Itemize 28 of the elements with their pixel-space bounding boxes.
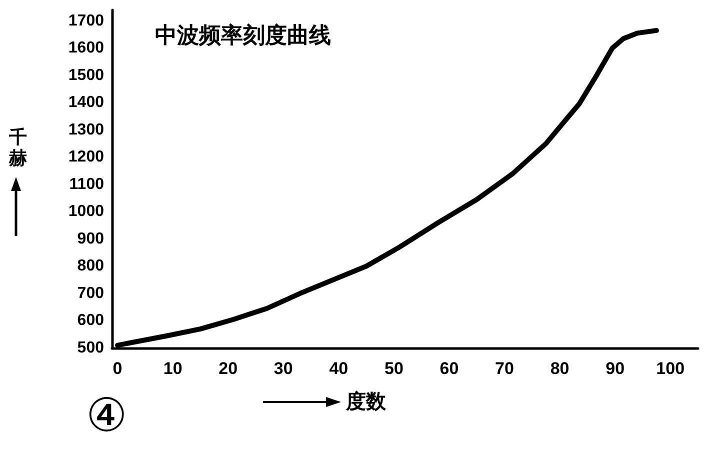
y-tick-label: 1700 [68,12,104,30]
x-tick-label: 100 [656,359,685,378]
y-tick-label: 1400 [68,94,104,112]
y-tick-label: 700 [77,284,104,302]
y-axis-title: 千赫 [8,127,28,170]
y-tick-label: 600 [77,312,104,330]
x-tick-label: 60 [440,359,459,378]
x-tick-label: 80 [550,359,570,378]
y-tick-label: 1500 [68,66,104,84]
y-tick-label: 1000 [68,203,104,220]
text: 中波频率刻度曲线 [155,22,331,48]
x-tick-label: 0 [112,359,122,378]
x-axis-title: 度数 [346,389,386,413]
y-tick-label: 1300 [68,121,104,138]
y-tick-label: 900 [77,230,104,248]
y-tick-label: 1100 [69,176,104,193]
x-tick-label: 30 [274,359,293,378]
x-tick-label: 20 [218,359,238,378]
text: ④ [86,388,128,442]
y-tick-label: 1600 [68,40,104,57]
x-tick-label: 50 [384,359,404,378]
x-tick-label: 40 [329,359,348,378]
x-tick-label: 70 [495,359,514,378]
x-tick-label: 90 [606,359,625,378]
y-tick-label: 1200 [68,148,104,166]
y-tick-label: 500 [77,340,104,356]
y-tick-label: 800 [77,258,104,275]
x-tick-label: 10 [163,359,182,378]
